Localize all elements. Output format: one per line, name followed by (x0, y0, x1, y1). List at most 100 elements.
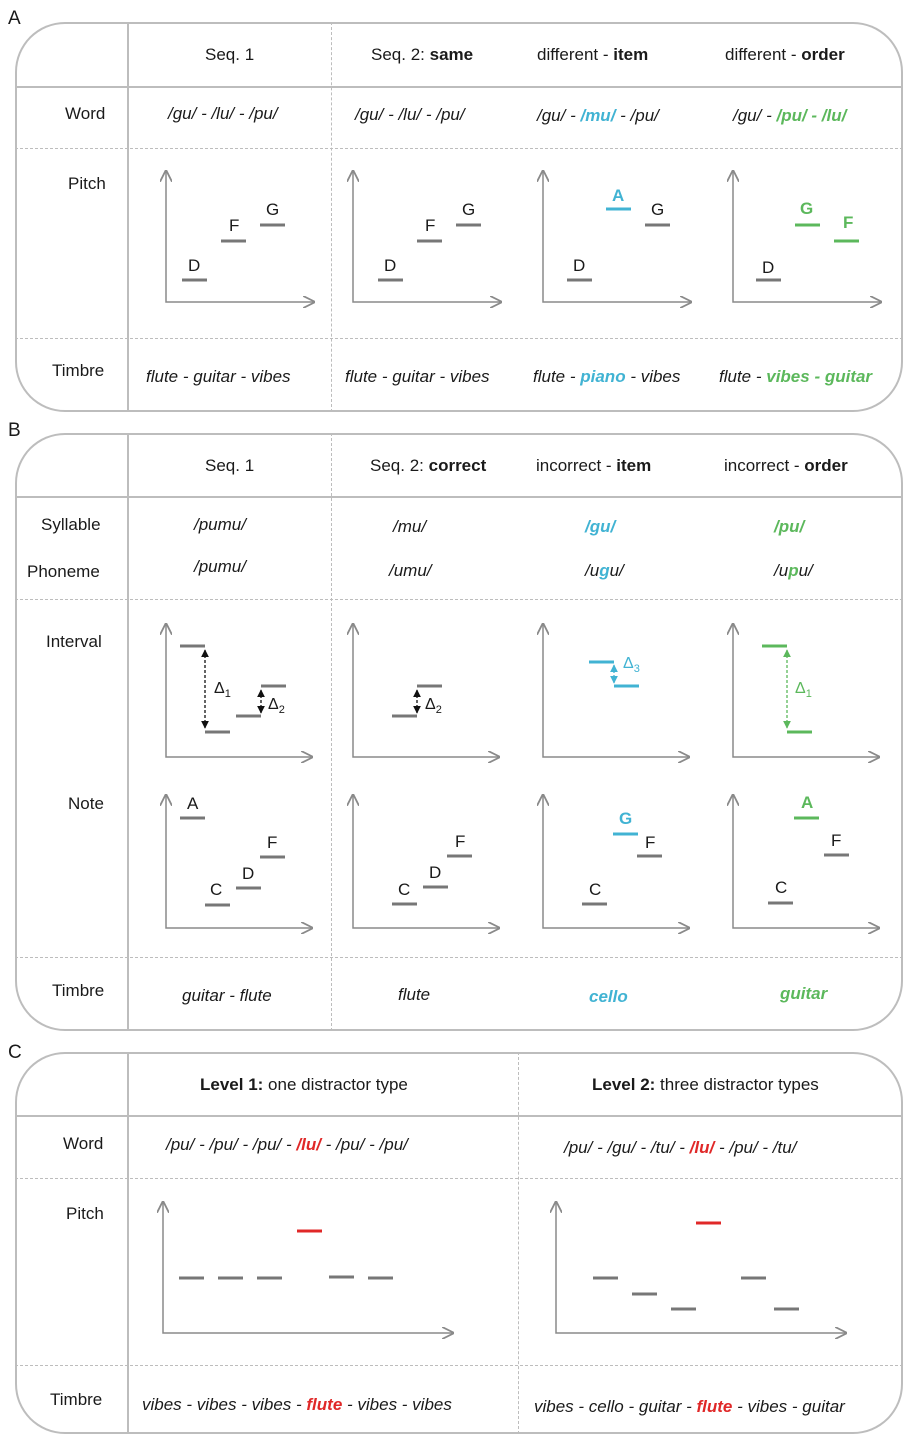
panel-letter-c: C (8, 1042, 22, 1063)
word-c-l2-part1: /pu/ - /gu/ - /tu/ - (564, 1138, 690, 1157)
panel-a-col-divider (331, 22, 332, 412)
header-b-incorrect-item: incorrect - item (536, 456, 651, 476)
note-label-a2-d: D (384, 256, 397, 275)
header-c-level1-bold: Level 1: (200, 1075, 264, 1094)
word-c-l1-part3: - /pu/ - /pu/ (320, 1135, 408, 1154)
panel-b-header-divider (15, 496, 903, 498)
note-label-a3-a: A (612, 186, 625, 205)
delta-symbol: Δ (795, 680, 806, 697)
axes-c2 (556, 1202, 846, 1333)
note-label-a1-d: D (188, 256, 201, 275)
word-c-l1-distractor: /lu/ (296, 1135, 321, 1154)
delta-label-b1-1: Δ1 (214, 680, 231, 700)
panel-c-header-divider (15, 1115, 903, 1117)
timbre-c-l2-part1: vibes - cello - guitar - (534, 1397, 697, 1416)
axes-b-note4 (733, 795, 879, 928)
timbre-c-l1-part3: - vibes - vibes (342, 1395, 452, 1414)
timbre-c-l1-distractor: flute (306, 1395, 343, 1414)
timbre-c-l2-distractor: flute (696, 1397, 733, 1416)
timbre-a-c3-part1: flute - (533, 367, 581, 386)
row-label-word-a: Word (65, 104, 106, 123)
header-c-level1: Level 1: one distractor type (200, 1075, 408, 1095)
header-a-diff-prefix-2: different - (725, 45, 802, 64)
timbre-a-c3-changed: piano (580, 367, 626, 386)
note-label-a3-g: G (651, 200, 665, 219)
timbre-c-l1-part1: vibes - vibes - vibes - (142, 1395, 307, 1414)
axes-b-int3 (543, 624, 689, 757)
timbre-a-c3-part3: - vibes (625, 367, 681, 386)
panel-a-row-divider-1 (15, 148, 903, 149)
panel-c-frame-left (15, 1052, 475, 1434)
row-label-pitch-a: Pitch (68, 174, 106, 193)
phoneme-b-c3-changed: g (599, 561, 610, 580)
header-b-incorrect-prefix: incorrect - (536, 456, 617, 475)
axes-c1 (163, 1202, 453, 1333)
phoneme-b-c4-changed: p (788, 561, 799, 580)
header-a-seq2-prefix: Seq. 2: (371, 45, 430, 64)
header-a-diff-item: different - item (537, 45, 648, 65)
phoneme-b-c3-part1: /u (585, 561, 600, 580)
header-a-seq1: Seq. 1 (205, 45, 255, 64)
timbre-a-c1: flute - guitar - vibes (146, 367, 291, 386)
word-a-c3-changed: /mu/ (580, 106, 616, 125)
timbre-a-c4-part1: flute - (719, 367, 767, 386)
word-c-level1: /pu/ - /pu/ - /pu/ - /lu/ - /pu/ - /pu/ (166, 1135, 408, 1155)
row-label-timbre-b: Timbre (52, 981, 105, 1000)
delta-subscript: 1 (224, 688, 231, 701)
row-label-pitch-c: Pitch (66, 1204, 104, 1223)
panel-c-frame-right (474, 1052, 903, 1434)
note-label-a1-g: G (266, 200, 280, 219)
axes-b-int2 (353, 624, 499, 757)
header-a-item: item (613, 45, 649, 64)
timbre-a-c4-changed: vibes - guitar (766, 367, 873, 386)
panel-a-row-divider-2 (15, 338, 903, 339)
panel-a-header-divider (15, 86, 903, 88)
delta-subscript: 2 (278, 704, 285, 717)
panel-c-row-divider-2 (15, 1365, 903, 1366)
note-label-a4-d: D (762, 258, 775, 277)
panel-c-row-divider-1 (15, 1178, 903, 1179)
panel-b-label-divider (127, 433, 129, 1031)
word-c-level2: /pu/ - /gu/ - /tu/ - /lu/ - /pu/ - /tu/ (564, 1138, 796, 1158)
header-c-level2-desc: three distractor types (655, 1075, 819, 1094)
note-label-b4-c: C (775, 878, 788, 897)
note-label-a4-f: F (843, 213, 854, 232)
note-label-b2-c: C (398, 880, 411, 899)
syllable-b-c1: /pumu/ (194, 515, 246, 534)
header-a-seq2: Seq. 2: same (371, 45, 473, 65)
note-label-b4-f: F (831, 831, 842, 850)
panel-letter-a: A (8, 8, 21, 29)
row-label-timbre-c: Timbre (50, 1390, 103, 1409)
header-b-incorrect-order: incorrect - order (724, 456, 848, 476)
row-label-syllable: Syllable (41, 515, 101, 534)
delta-subscript: 2 (435, 704, 442, 717)
panel-b-row-divider-2 (15, 957, 903, 958)
axes-b-int1 (166, 624, 312, 757)
syllable-b-c2: /mu/ (393, 517, 427, 536)
header-c-level1-desc: one distractor type (263, 1075, 408, 1094)
delta-symbol: Δ (214, 680, 225, 697)
delta-label-b1-2: Δ2 (268, 696, 285, 716)
row-label-note: Note (68, 794, 104, 813)
note-label-b1-f: F (267, 833, 278, 852)
word-a-c4: /gu/ - /pu/ - /lu/ (733, 106, 846, 126)
word-a-c3-part3: - /pu/ (615, 106, 659, 125)
panel-c-col-divider (518, 1052, 519, 1434)
note-label-a2-g: G (462, 200, 476, 219)
axes-b-note1 (166, 795, 312, 928)
word-a-c3: /gu/ - /mu/ - /pu/ (537, 106, 659, 126)
word-c-l2-part3: - /pu/ - /tu/ (714, 1138, 797, 1157)
note-label-b3-f: F (645, 833, 656, 852)
panel-a-frame-left (15, 22, 475, 412)
delta-label-b4-1: Δ1 (795, 680, 812, 700)
timbre-c-level2: vibes - cello - guitar - flute - vibes -… (534, 1397, 845, 1417)
header-b-order: order (804, 456, 848, 475)
phoneme-b-c3: /ugu/ (585, 561, 624, 581)
panel-b-frame-left (15, 433, 475, 1031)
header-b-seq1: Seq. 1 (205, 456, 255, 475)
row-label-timbre-a: Timbre (52, 361, 105, 380)
phoneme-b-c4: /upu/ (774, 561, 813, 581)
word-c-l1-part1: /pu/ - /pu/ - /pu/ - (166, 1135, 297, 1154)
delta-symbol: Δ (268, 696, 279, 713)
axes-b-int4 (733, 624, 879, 757)
